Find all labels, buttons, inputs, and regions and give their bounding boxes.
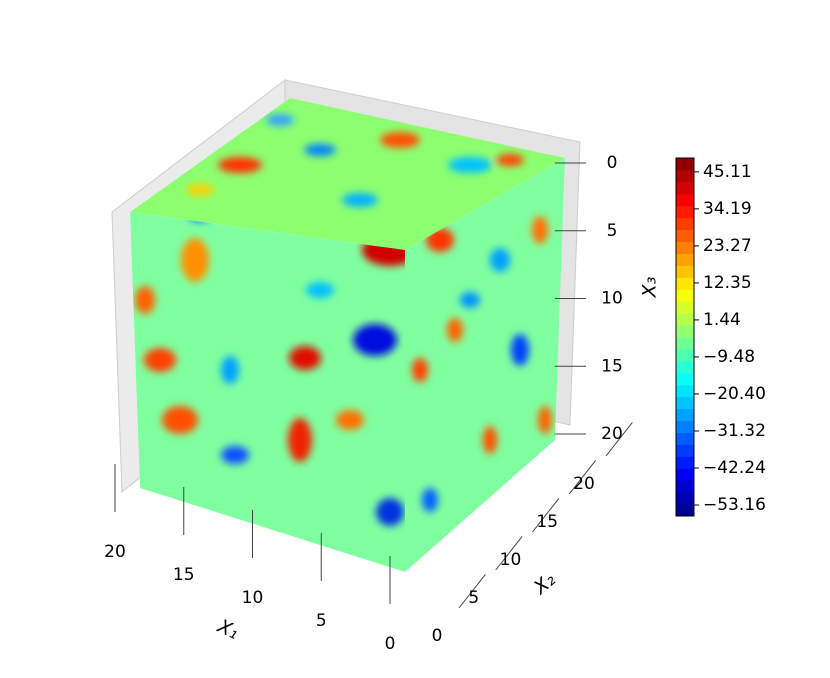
cube-top [130, 98, 565, 250]
tick-mark [532, 498, 560, 533]
colorbar-band [676, 217, 694, 231]
colorbar-label: 45.11 [703, 162, 752, 182]
colorbar-band [676, 420, 694, 433]
colorbar-band [676, 480, 694, 493]
cube-front [130, 212, 405, 572]
tick-label: 15 [173, 565, 195, 585]
tick-mark [605, 422, 633, 457]
tick-label: 5 [607, 221, 618, 241]
tick-label: 20 [601, 424, 623, 444]
colorbar-label: −53.16 [703, 495, 766, 515]
colorbar-band [676, 348, 694, 362]
colorbar-band [676, 456, 694, 469]
tick-mark [495, 536, 523, 571]
colorbar-band [676, 432, 694, 445]
z-axis-label: X₃ [639, 277, 661, 299]
colorbar-band [676, 372, 694, 386]
colorbar-frame [675, 157, 695, 517]
colorbar-band [676, 289, 694, 302]
colorbar-label: 1.44 [703, 310, 741, 330]
tick-label: 5 [316, 611, 327, 631]
tick-label: 10 [601, 289, 623, 309]
colorbar-band [676, 337, 694, 350]
colorbar-band [676, 181, 694, 195]
tick-label: 10 [242, 588, 264, 608]
colorbar-band [676, 444, 694, 457]
colorbar-band [676, 396, 694, 410]
colorbar-band [676, 158, 694, 171]
colorbar-label: 23.27 [703, 236, 752, 256]
tick-label: 5 [468, 588, 479, 608]
colorbar-band [676, 193, 694, 207]
tick-label: 0 [607, 153, 618, 173]
colorbar-band [676, 384, 694, 398]
colorbar-band [676, 313, 694, 326]
tick-mark [458, 574, 486, 609]
colorbar-label: −31.32 [703, 421, 766, 441]
tick-label: 0 [432, 626, 443, 646]
colorbar-band [676, 360, 694, 374]
colorbar-band [676, 325, 694, 338]
tick-label: 10 [500, 550, 522, 570]
colorbar-band [676, 277, 694, 290]
colorbar-band [676, 492, 694, 505]
colorbar-band [676, 504, 694, 517]
tick-label: 0 [385, 634, 396, 654]
colorbar-band [676, 265, 694, 278]
colorbar-label: −42.24 [703, 458, 766, 478]
colorbar-label: −20.40 [703, 384, 766, 404]
colorbar-band [676, 169, 694, 183]
colorbar-label: −9.48 [703, 347, 755, 367]
colorbar-band [676, 408, 694, 422]
colorbar-label: 34.19 [703, 199, 752, 219]
colorbar-band [676, 205, 694, 219]
colorbar-band [676, 468, 694, 481]
cube-right [405, 158, 565, 572]
tick-label: 20 [104, 542, 126, 562]
colorbar-band [676, 301, 694, 314]
colorbar-label: 12.35 [703, 273, 752, 293]
colorbar-band [676, 253, 694, 266]
tick-label: 15 [601, 356, 623, 376]
y-axis-label: X₂ [529, 568, 560, 599]
colorbar-band [676, 241, 694, 254]
x-axis-label: X₁ [213, 615, 242, 644]
tick-mark [568, 460, 597, 495]
colorbar-band [676, 229, 694, 243]
tick-label: 15 [536, 512, 558, 532]
tick-label: 20 [573, 474, 595, 494]
